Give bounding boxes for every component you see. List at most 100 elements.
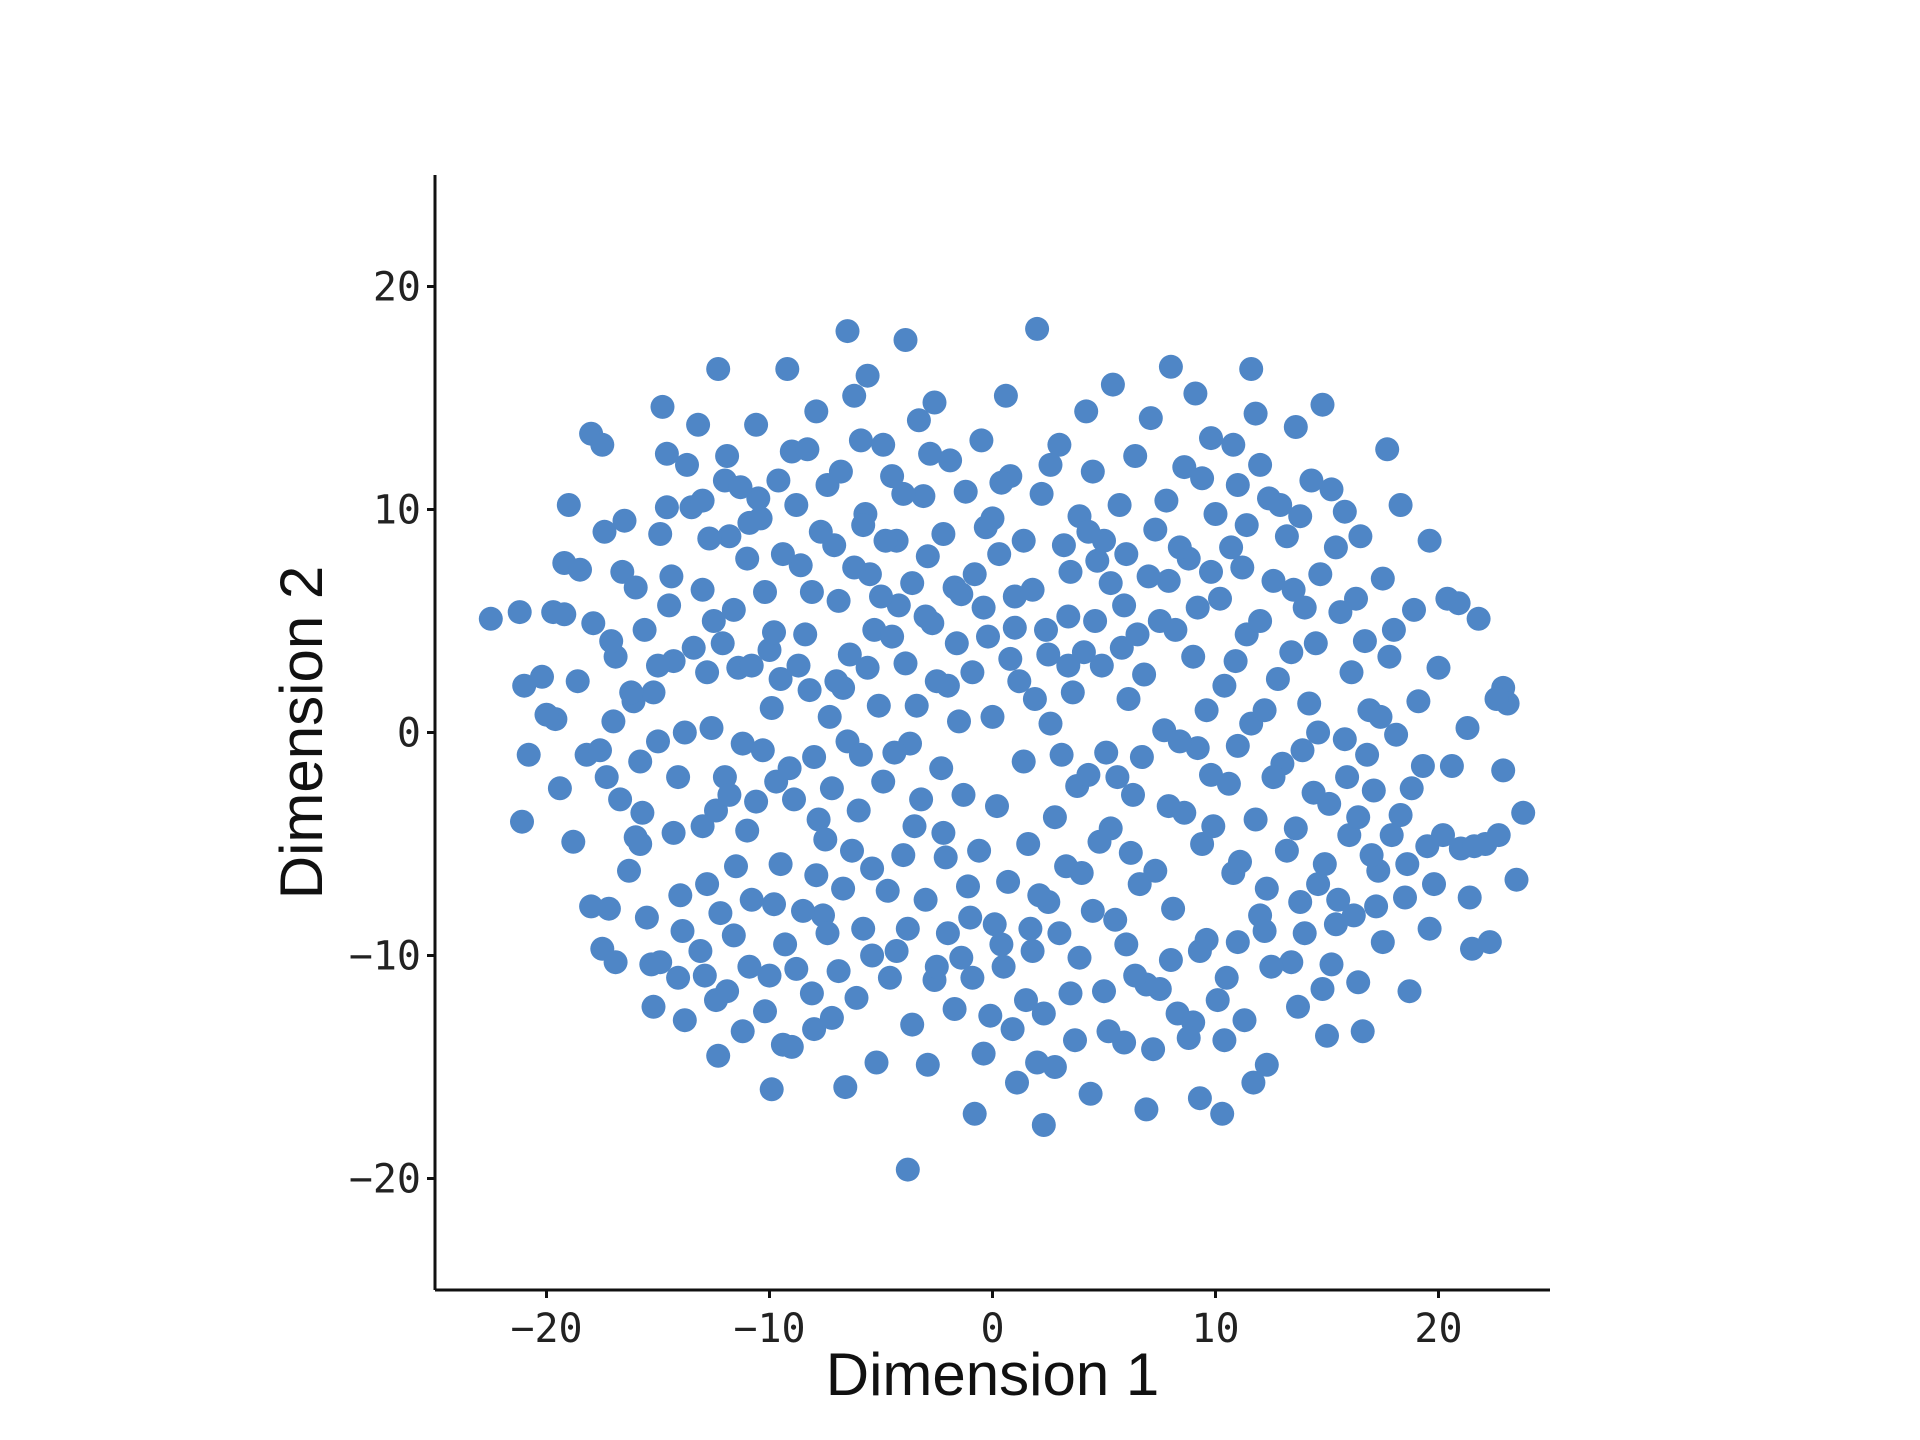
data-point [1348,524,1373,549]
data-point [739,887,764,912]
data-point [724,854,748,879]
data-point [960,660,985,685]
data-point [1248,452,1273,477]
data-point [568,557,592,582]
data-point [786,653,811,678]
data-point [628,749,653,774]
data-point [1323,912,1348,937]
data-point [681,635,706,660]
data-point [985,794,1009,819]
data-point [931,820,956,845]
data-point [1136,564,1161,589]
data-point [913,887,938,912]
data-point [1252,919,1277,943]
data-point [1025,1050,1050,1075]
data-point [1185,595,1210,620]
data-point [967,838,992,863]
data-point [1199,762,1223,787]
data-point [1239,357,1264,381]
data-point [737,510,762,535]
data-point [612,508,637,533]
data-point [855,655,880,680]
data-point [1038,452,1063,477]
data-point [1121,782,1145,807]
data-point [931,522,956,546]
data-point [1199,559,1223,584]
data-point [1310,977,1335,1001]
data-point [1092,979,1116,1004]
data-point [833,1075,858,1100]
data-point [579,894,604,919]
data-point [547,776,572,801]
data-point [1259,954,1284,979]
data-point [1187,1086,1212,1111]
data-point [960,965,985,990]
data-point [1406,689,1431,714]
data-point [840,838,864,863]
data-point [1274,524,1299,549]
data-point [695,872,720,897]
data-point [909,787,934,812]
data-point [1279,640,1304,665]
data-point [1339,660,1364,685]
data-point [648,950,673,975]
data-point [1292,595,1317,620]
data-point [871,769,896,794]
data-point [1335,765,1360,790]
data-point [871,432,896,457]
data-point [603,950,628,975]
data-point [1138,406,1163,431]
data-point [1486,823,1511,848]
data-point [851,916,876,941]
data-point [735,546,760,571]
data-point [672,1008,697,1033]
data-point [1107,493,1132,517]
data-point [1243,401,1268,426]
data-point [1426,655,1451,680]
data-point [1056,653,1081,678]
data-point [1100,372,1125,397]
data-point [556,493,581,517]
data-point [951,782,976,807]
data-point [646,729,670,754]
data-point [1375,437,1400,462]
data-point [1114,542,1139,567]
x-axis-title: Dimension 1 [826,1341,1160,1408]
data-point [989,932,1014,957]
data-point [775,357,800,381]
data-point [1020,577,1045,602]
data-point [1292,921,1317,946]
data-point [958,905,983,930]
data-point [1034,617,1058,642]
data-point [1123,963,1148,988]
x-tick-label: −10 [733,1306,805,1352]
data-point [982,912,1007,937]
data-point [1350,1019,1375,1044]
data-point [804,863,829,888]
y-axis-ticks: −20 −10 0 10 20 [349,265,435,1203]
data-point [1410,754,1435,778]
data-point [1319,477,1344,502]
data-point [808,519,833,544]
data-point [617,858,641,883]
data-point [1051,533,1076,558]
data-point [599,629,624,654]
data-point [701,609,726,633]
data-point [1205,988,1230,1013]
data-point [759,1077,784,1102]
data-point [779,1034,804,1059]
data-point [1181,644,1206,669]
data-point [768,667,793,691]
data-point [646,653,670,678]
data-point [1014,988,1038,1013]
data-point [1399,776,1424,801]
data-point [1047,432,1072,457]
data-point [641,994,666,1019]
data-point [918,441,943,466]
data-point [782,787,806,812]
data-point [1477,930,1502,955]
data-point [1254,876,1279,901]
data-point [817,704,842,729]
data-point [1299,468,1324,493]
